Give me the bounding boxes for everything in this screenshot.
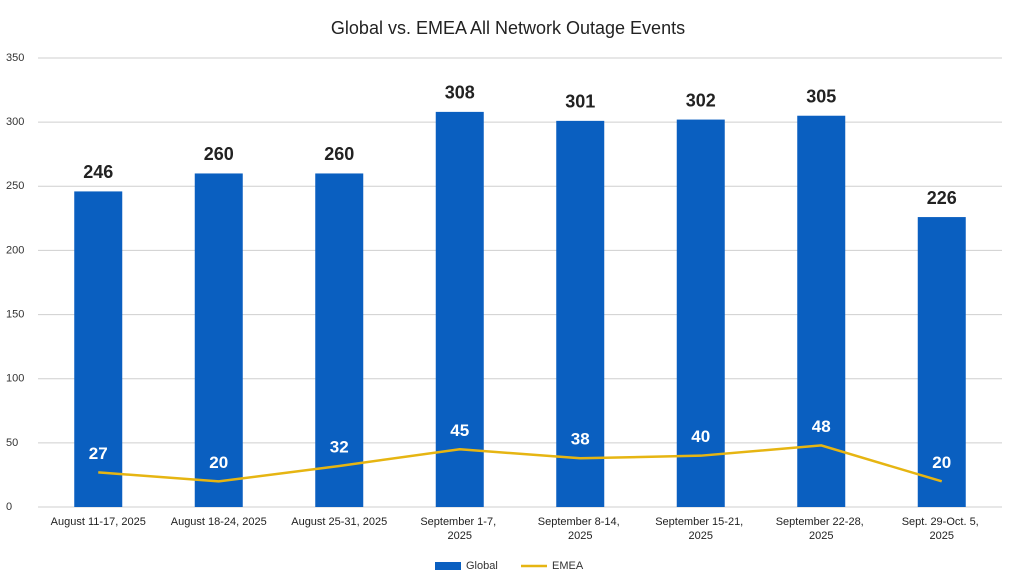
y-tick-label: 200 bbox=[6, 244, 24, 256]
line-value-label: 48 bbox=[812, 417, 831, 436]
bar-value-label: 305 bbox=[806, 86, 836, 106]
x-tick-label: September 8-14, 2025 bbox=[538, 516, 623, 542]
bar-value-label: 246 bbox=[83, 162, 113, 182]
x-tick-label: September 1-7, 2025 bbox=[420, 516, 499, 542]
bar bbox=[917, 217, 966, 507]
bar-value-label: 260 bbox=[204, 144, 234, 164]
x-tick-label: September 15-21, 2025 bbox=[655, 516, 746, 542]
chart-title: Global vs. EMEA All Network Outage Event… bbox=[331, 18, 685, 38]
bar bbox=[556, 120, 605, 508]
y-tick-label: 150 bbox=[6, 308, 24, 320]
bar bbox=[797, 115, 846, 507]
x-tick-label: August 25-31, 2025 bbox=[291, 516, 387, 528]
bar-value-label: 302 bbox=[686, 90, 716, 110]
y-tick-label: 0 bbox=[6, 501, 12, 513]
x-tick-label: September 22-28, 2025 bbox=[776, 516, 867, 542]
x-tick-label: August 11-17, 2025 bbox=[51, 516, 146, 528]
line-value-label: 40 bbox=[691, 427, 710, 446]
line-value-label: 27 bbox=[89, 444, 108, 463]
y-tick-label: 50 bbox=[6, 437, 18, 449]
line bbox=[98, 444, 943, 483]
y-tick-label: 350 bbox=[6, 52, 24, 64]
y-tick-label: 250 bbox=[6, 180, 24, 192]
bar-value-label: 226 bbox=[927, 188, 957, 208]
legend-label: Global bbox=[466, 560, 498, 572]
bar-value-label: 308 bbox=[445, 83, 475, 103]
line-value-label: 20 bbox=[932, 453, 951, 472]
bar-value-label: 301 bbox=[565, 92, 595, 112]
y-tick-label: 100 bbox=[6, 373, 24, 385]
line-value-label: 45 bbox=[450, 421, 469, 440]
bar bbox=[315, 173, 364, 507]
x-tick-label: August 18-24, 2025 bbox=[171, 516, 267, 528]
line-value-label: 32 bbox=[330, 437, 349, 456]
line-value-label: 38 bbox=[571, 430, 590, 449]
bar bbox=[194, 173, 243, 507]
line-value-label: 20 bbox=[209, 453, 228, 472]
bar bbox=[74, 191, 123, 507]
legend-swatch bbox=[435, 562, 461, 570]
bar bbox=[435, 111, 484, 507]
x-tick-label: Sept. 29-Oct. 5, 2025 bbox=[902, 516, 982, 542]
y-tick-label: 300 bbox=[6, 116, 24, 128]
bar-value-label: 260 bbox=[324, 144, 354, 164]
legend-label: EMEA bbox=[552, 560, 584, 572]
bar bbox=[676, 119, 725, 507]
